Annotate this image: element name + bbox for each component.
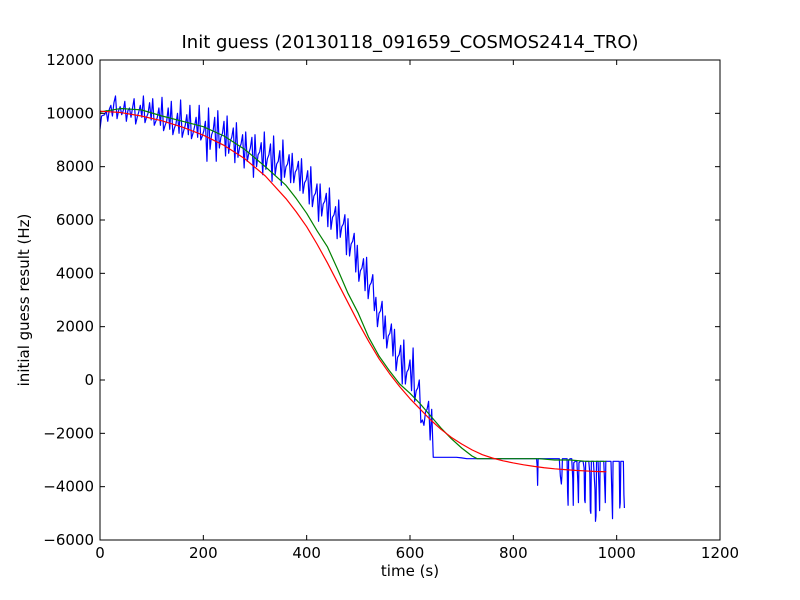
y-tick-label-7: 8000 — [56, 158, 94, 176]
series-line-0 — [99, 95, 626, 522]
y-tick-label-1: −4000 — [43, 478, 94, 496]
x-tick-label-0: 0 — [95, 544, 105, 562]
plot-area — [100, 60, 720, 540]
x-tick-label-6: 1200 — [701, 544, 739, 562]
y-tick-label-2: −2000 — [43, 424, 94, 442]
y-tick-label-9: 12000 — [46, 51, 94, 69]
y-tick-label-6: 6000 — [56, 211, 94, 229]
y-axis: −6000 −4000 −2000 0 2000 4000 6000 8000 10000 120… — [43, 51, 720, 549]
chart-title: Init guess (20130118_091659_COSMOS2414_T… — [181, 32, 638, 53]
y-tick-label-0: −6000 — [43, 531, 94, 549]
y-tick-label-5: 4000 — [56, 264, 94, 282]
y-tick-label-4: 2000 — [56, 318, 94, 336]
x-tick-label-4: 800 — [499, 544, 528, 562]
x-tick-label-5: 1000 — [598, 544, 636, 562]
y-tick-label-8: 10000 — [46, 104, 94, 122]
x-axis: 0 200 400 600 800 1000 1200 — [95, 60, 739, 562]
series-layer — [99, 95, 626, 522]
y-tick-label-3: 0 — [84, 371, 94, 389]
x-tick-label-2: 400 — [292, 544, 321, 562]
x-axis-label: time (s) — [381, 562, 439, 580]
y-axis-label: initial guess result (Hz) — [15, 214, 33, 387]
x-tick-label-1: 200 — [189, 544, 218, 562]
series-line-2 — [99, 110, 607, 473]
x-tick-label-3: 600 — [396, 544, 425, 562]
